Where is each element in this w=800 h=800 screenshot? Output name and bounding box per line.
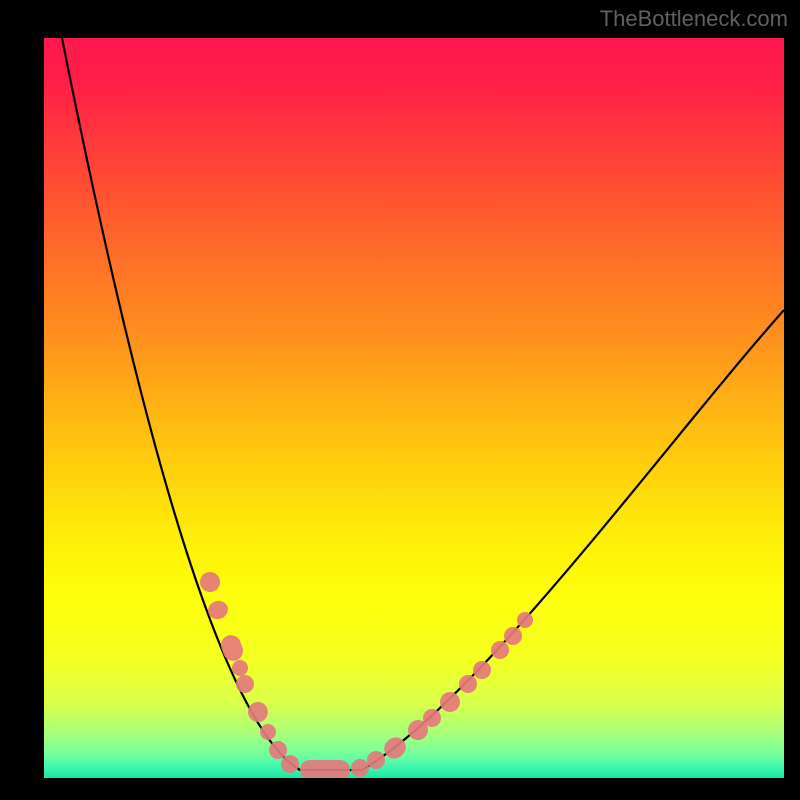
plot-area <box>44 38 784 778</box>
curve-layer <box>44 38 784 778</box>
marker-dot <box>517 612 533 628</box>
curve-markers <box>200 572 533 778</box>
marker-pill <box>245 699 272 726</box>
marker-dot <box>423 709 441 727</box>
marker-dot <box>200 572 220 592</box>
marker-pill <box>300 760 350 778</box>
marker-dot <box>459 675 477 693</box>
marker-dot <box>491 641 509 659</box>
marker-dot <box>269 741 287 759</box>
marker-pill <box>218 632 246 663</box>
marker-dot <box>232 660 248 676</box>
marker-dot <box>473 661 491 679</box>
marker-dot <box>281 755 299 773</box>
marker-dot <box>351 759 369 777</box>
watermark-text: TheBottleneck.com <box>600 6 788 32</box>
marker-pill <box>436 688 464 716</box>
marker-dot <box>367 751 385 769</box>
marker-dot <box>260 724 276 740</box>
marker-dot <box>236 675 254 693</box>
bottleneck-curve <box>62 38 784 770</box>
marker-dot <box>504 627 522 645</box>
